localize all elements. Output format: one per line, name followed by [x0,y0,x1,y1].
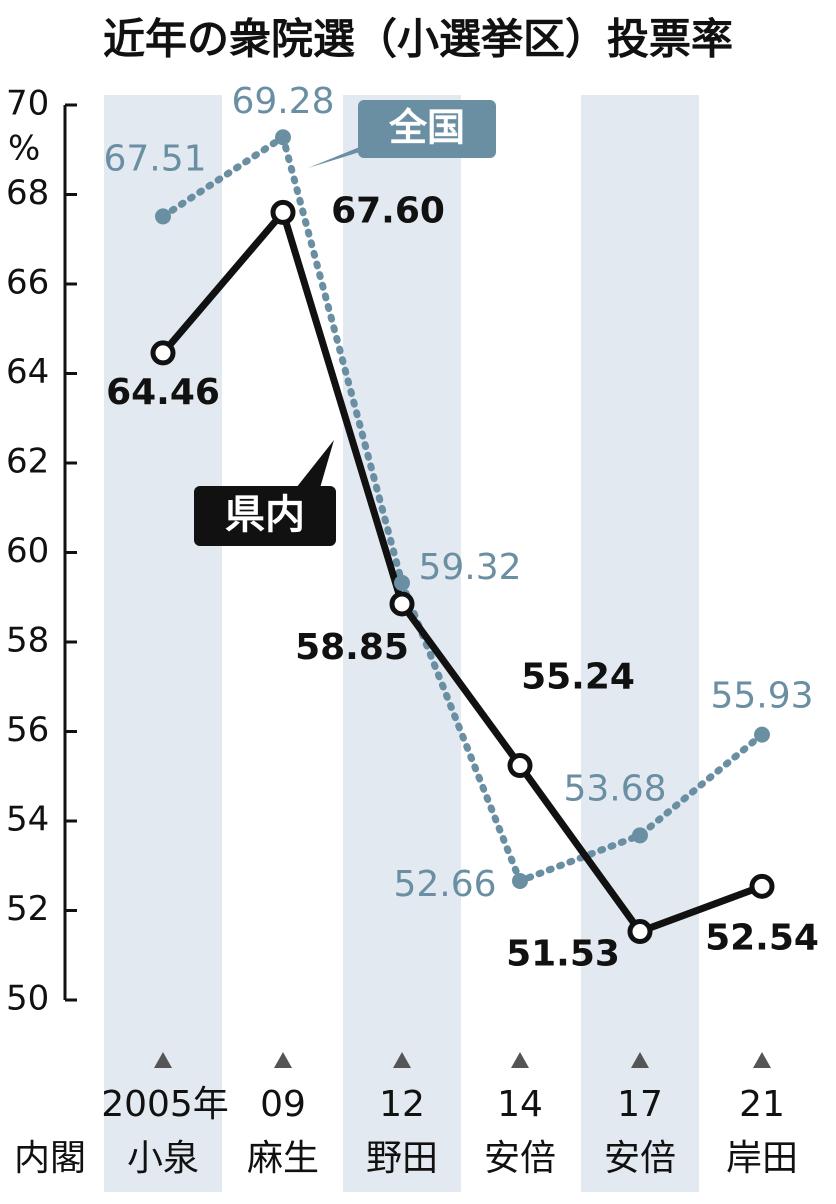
value-label: 67.51 [103,138,206,179]
cabinet-label: 野田 [366,1138,438,1179]
point [270,199,296,225]
point [627,919,653,945]
series-line [159,133,766,885]
x-tick-label: 17 [617,1084,663,1125]
value-label: 53.68 [563,768,666,809]
value-label: 52.54 [705,917,819,958]
value-label: 55.24 [521,657,635,698]
y-tick-label: 64 [6,352,49,392]
cabinet-label: 安倍 [604,1138,676,1179]
column-band [581,95,699,1192]
y-tick-label: 68 [6,173,49,213]
point [507,753,533,779]
legend-label: 全国 [388,106,465,150]
point [632,827,648,844]
value-label: 69.28 [231,81,334,122]
point [275,129,291,146]
row-label: 内閣 [14,1138,86,1179]
tick-triangle [511,1052,529,1068]
x-tick-label: 14 [497,1084,543,1125]
value-label: 59.32 [418,547,521,588]
legend-pointer [296,440,334,488]
value-label: 58.85 [295,627,409,668]
legend-box [358,100,496,158]
y-tick-label: 66 [6,263,49,303]
tick-triangle [631,1052,649,1068]
point [749,873,775,899]
y-tick-label: 58 [6,621,49,661]
point [155,208,171,225]
legend-box [194,486,336,546]
value-label: 55.93 [710,676,813,717]
point [754,726,770,743]
legend-label: 県内 [225,492,305,538]
y-tick-label: 60 [6,531,49,571]
y-tick-label: 52 [6,889,49,929]
y-tick-label: 50 [6,979,49,1019]
y-tick-label: 56 [6,710,49,750]
chart-title: 近年の衆院選（小選挙区）投票率 [103,15,733,64]
cabinet-label: 小泉 [127,1138,199,1179]
y-tick-label: 70 [6,84,49,124]
point [389,591,415,617]
y-tick-label: 62 [6,442,49,482]
value-label: 51.53 [506,934,620,975]
column-band [343,95,461,1192]
x-tick-label: 21 [739,1084,785,1125]
value-label: 52.66 [393,864,496,905]
tick-triangle [753,1052,771,1068]
x-tick-label: 09 [260,1084,306,1125]
x-tick-label: 12 [379,1084,425,1125]
cabinet-label: 岸田 [726,1138,798,1179]
cabinet-label: 麻生 [247,1138,319,1179]
y-tick-label: 54 [6,800,49,840]
y-unit: % [8,129,40,169]
point [394,574,410,591]
tick-triangle [154,1052,172,1068]
series-line [159,208,766,936]
point [150,340,176,366]
x-tick-label: 2005年 [101,1084,229,1125]
cabinet-label: 安倍 [484,1138,556,1179]
tick-triangle [274,1052,292,1068]
value-label: 64.46 [106,372,220,413]
value-label: 67.60 [331,190,445,231]
column-band [104,95,222,1192]
tick-triangle [393,1052,411,1068]
point [512,872,528,889]
